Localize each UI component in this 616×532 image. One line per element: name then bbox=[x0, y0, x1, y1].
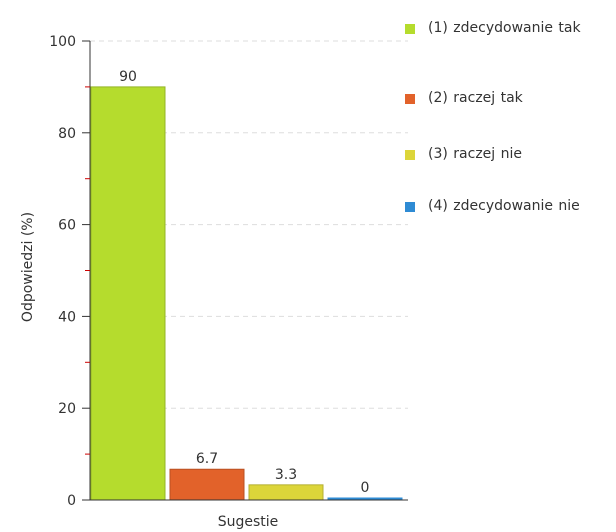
y-tick-label: 100 bbox=[49, 34, 76, 50]
legend-item: (3) raczej nie bbox=[405, 146, 615, 163]
y-tick-label: 40 bbox=[58, 309, 76, 325]
legend-swatch bbox=[405, 24, 415, 34]
y-tick-label: 20 bbox=[58, 401, 76, 417]
legend-item: (2) raczej tak bbox=[405, 90, 615, 107]
bar-value-label: 90 bbox=[119, 69, 137, 85]
legend-item: (1) zdecydowanie tak bbox=[405, 20, 615, 37]
legend-label: (3) raczej nie bbox=[428, 146, 522, 162]
legend-label: (4) zdecydowanie nie bbox=[428, 198, 580, 214]
y-axis-label: Odpowiedzi (%) bbox=[20, 212, 36, 322]
bar-3 bbox=[248, 484, 324, 501]
legend-swatch bbox=[405, 150, 415, 160]
bar-2 bbox=[169, 468, 245, 501]
grid-lines bbox=[90, 40, 408, 409]
y-tick-label: 0 bbox=[67, 493, 76, 509]
axes bbox=[82, 40, 408, 501]
legend-item: (4) zdecydowanie nie bbox=[405, 198, 615, 215]
bar-value-label: 3.3 bbox=[275, 467, 297, 483]
bar-1 bbox=[90, 86, 166, 501]
labels: 0 20 40 60 80 100 90 6.7 3.3 0 bbox=[49, 34, 369, 509]
x-axis-label: Sugestie bbox=[218, 514, 279, 530]
bar-value-label: 0 bbox=[361, 480, 370, 496]
y-tick-label: 60 bbox=[58, 218, 76, 234]
bar-value-label: 6.7 bbox=[196, 451, 218, 467]
legend-swatch bbox=[405, 94, 415, 104]
legend-label: (2) raczej tak bbox=[428, 90, 523, 106]
legend-label: (1) zdecydowanie tak bbox=[428, 20, 581, 36]
legend-swatch bbox=[405, 202, 415, 212]
y-tick-label: 80 bbox=[58, 126, 76, 142]
bars bbox=[90, 86, 403, 501]
